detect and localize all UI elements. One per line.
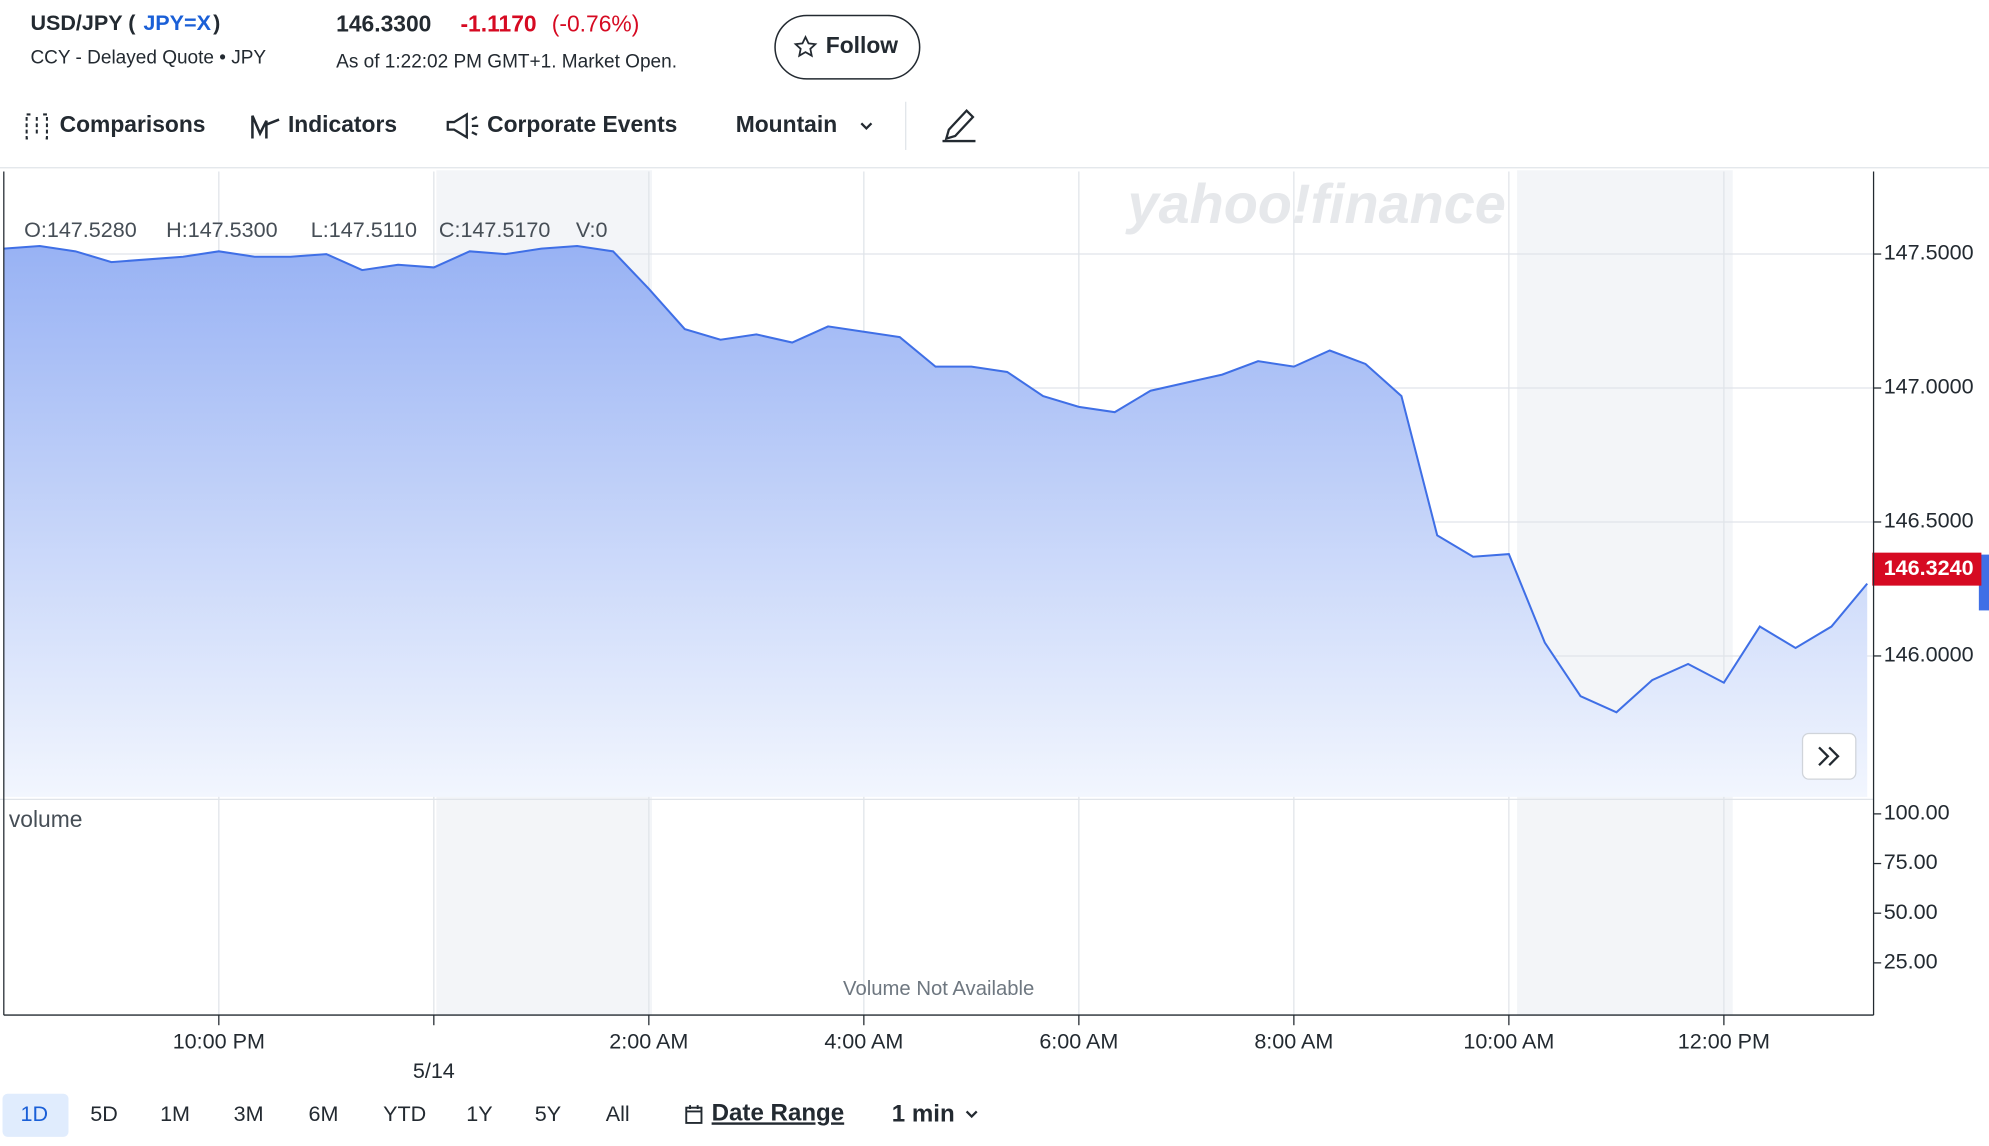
y-tick-label: 50.00	[1884, 899, 1938, 924]
toolbar-button[interactable]: Corporate Events	[487, 111, 677, 137]
session-band	[1517, 170, 1733, 1016]
toolbar-button[interactable]: Comparisons	[60, 111, 206, 137]
watermark: yahoo!finance	[1125, 172, 1506, 235]
symbol-link[interactable]: JPY=X	[143, 10, 211, 35]
x-tick-label: 6:00 AM	[1039, 1029, 1118, 1054]
change-percent: (-0.76%)	[552, 11, 640, 37]
x-tick-label: 2:00 AM	[609, 1029, 688, 1054]
range-button[interactable]: 5Y	[535, 1101, 561, 1126]
range-button[interactable]: 1Y	[466, 1101, 492, 1126]
follow-label[interactable]: Follow	[826, 32, 899, 58]
change: -1.1170	[460, 11, 536, 37]
scroll-icon	[1818, 746, 1840, 766]
title-suffix: )	[213, 10, 220, 35]
ohlc-legend: C:147.5170	[439, 217, 550, 242]
calendar-icon	[685, 1105, 703, 1124]
chevron	[860, 122, 873, 131]
follow-button[interactable]	[774, 14, 921, 80]
price-line	[3, 244, 1869, 714]
x-tick-label: 12:00 PM	[1678, 1029, 1770, 1054]
x-tick-label: 4:00 AM	[824, 1029, 903, 1054]
chevron	[965, 1110, 978, 1119]
y-tick-label: 146.5000	[1884, 508, 1974, 533]
y-tick-label: 75.00	[1884, 849, 1938, 874]
ohlc-legend: O:147.5280	[24, 217, 137, 242]
side-handle[interactable]	[1978, 554, 1989, 611]
subtitle: CCY - Delayed Quote • JPY	[30, 48, 266, 69]
events-icon	[446, 112, 479, 140]
ohlc-legend: H:147.5300	[166, 217, 277, 242]
star-icon	[793, 35, 818, 58]
range-button[interactable]: 1D	[20, 1101, 48, 1126]
y-tick-label: 147.5000	[1884, 240, 1974, 265]
y-tick-label: 100.00	[1884, 800, 1950, 825]
title: USD/JPY (	[30, 10, 136, 35]
range-button[interactable]: 5D	[90, 1101, 118, 1126]
range-button[interactable]: 6M	[308, 1101, 338, 1126]
price: 146.3300	[336, 11, 431, 37]
range-button[interactable]: All	[606, 1101, 630, 1126]
as-of: As of 1:22:02 PM GMT+1. Market Open.	[336, 51, 677, 72]
x-tick-label: 10:00 PM	[173, 1029, 265, 1054]
indicators-icon	[251, 115, 280, 139]
area	[3, 245, 1868, 797]
ohlc-legend: V:0	[576, 217, 608, 242]
y-tick-label: 25.00	[1884, 949, 1938, 974]
draw-button[interactable]	[942, 108, 976, 143]
interval-button[interactable]: 1 min	[892, 1101, 955, 1128]
comparisons-icon	[25, 113, 48, 140]
range-button[interactable]: 3M	[234, 1101, 264, 1126]
volume-annotation: Volume Not Available	[843, 978, 1034, 1000]
x-tick-label: 10:00 AM	[1463, 1029, 1554, 1054]
selected-range-bg	[2, 1093, 69, 1137]
y-tick-label: 146.0000	[1884, 642, 1974, 667]
date-range-button[interactable]: Date Range	[712, 1099, 845, 1126]
x-tick-label: 8:00 AM	[1254, 1029, 1333, 1054]
toolbar-button[interactable]: Mountain	[736, 111, 837, 137]
range-button[interactable]: YTD	[383, 1101, 426, 1126]
last-price-tag	[1872, 552, 1982, 586]
y-tick-label: 147.0000	[1884, 374, 1974, 399]
range-button[interactable]: 1M	[160, 1101, 190, 1126]
volume-legend: volume	[9, 806, 83, 832]
toolbar-button[interactable]: Indicators	[288, 111, 397, 137]
x-tick-label: 5/14	[413, 1058, 455, 1083]
last-price-label: 146.3240	[1884, 555, 1974, 580]
ohlc-legend: L:147.5110	[311, 217, 417, 242]
